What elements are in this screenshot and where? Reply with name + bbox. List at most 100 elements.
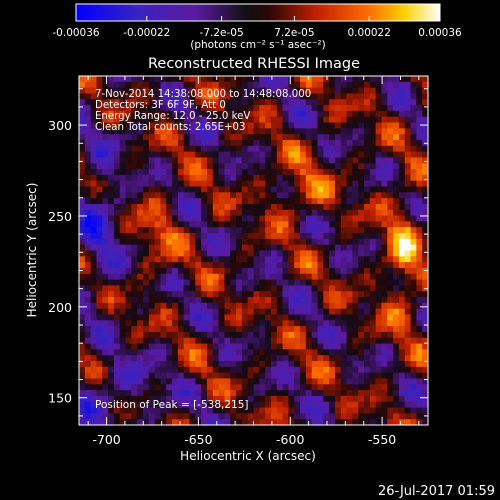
heatmap-cell bbox=[387, 238, 394, 246]
heatmap-cell bbox=[125, 221, 132, 228]
heatmap-cell bbox=[241, 273, 249, 280]
heatmap-cell bbox=[113, 250, 121, 257]
heatmap-cell bbox=[387, 262, 394, 269]
heatmap-cell bbox=[90, 105, 97, 112]
heatmap-cell bbox=[381, 413, 388, 420]
heatmap-cell bbox=[119, 285, 126, 292]
heatmap-cell bbox=[160, 134, 167, 141]
heatmap-cell bbox=[317, 221, 324, 228]
heatmap-cell bbox=[259, 105, 266, 112]
heatmap-cell bbox=[364, 215, 371, 222]
heatmap-cell bbox=[172, 186, 179, 193]
colorbar-ticks: -0.00036 -0.00022 -7.2e-05 7.2e-05 0.00022 0.… bbox=[52, 16, 462, 39]
heatmap-cell bbox=[195, 308, 202, 315]
heatmap-cell bbox=[404, 169, 411, 176]
heatmap-cell bbox=[369, 401, 377, 408]
heatmap-cell bbox=[334, 110, 342, 118]
heatmap-cell bbox=[270, 314, 278, 321]
heatmap-cell bbox=[195, 227, 202, 234]
heatmap-cell bbox=[183, 366, 190, 374]
heatmap-cell bbox=[142, 139, 150, 147]
heatmap-cell bbox=[102, 349, 109, 356]
heatmap-cell bbox=[137, 262, 144, 269]
heatmap-cell bbox=[265, 186, 272, 193]
heatmap-cell bbox=[189, 279, 196, 286]
heatmap-cell bbox=[317, 93, 324, 100]
heatmap-cell bbox=[329, 198, 336, 205]
heatmap-cell bbox=[305, 372, 313, 379]
heatmap-cell bbox=[247, 116, 254, 123]
heatmap-cell bbox=[137, 139, 144, 147]
heatmap-cell bbox=[270, 378, 278, 385]
heatmap-cell bbox=[410, 81, 417, 89]
heatmap-cell bbox=[288, 221, 295, 228]
heatmap-cell bbox=[253, 215, 260, 222]
heatmap-cell bbox=[201, 343, 208, 350]
heatmap-cell bbox=[323, 238, 330, 246]
heatmap-cell bbox=[259, 297, 266, 304]
heatmap-cell bbox=[201, 203, 208, 211]
heatmap-cell bbox=[346, 198, 353, 205]
heatmap-cell bbox=[265, 302, 272, 310]
heatmap-cell bbox=[160, 320, 167, 327]
heatmap-cell bbox=[311, 151, 318, 158]
heatmap-cell bbox=[247, 361, 254, 368]
heatmap-cell bbox=[160, 186, 167, 193]
heatmap-cell bbox=[404, 331, 411, 339]
heatmap-cell bbox=[206, 221, 214, 228]
heatmap-cell bbox=[119, 122, 126, 129]
heatmap-cell bbox=[230, 285, 237, 292]
heatmap-cell bbox=[148, 279, 156, 286]
heatmap-cell bbox=[212, 93, 219, 100]
heatmap-cell bbox=[300, 337, 307, 344]
heatmap-cell bbox=[160, 395, 167, 403]
heatmap-cell bbox=[90, 151, 97, 158]
heatmap-cell bbox=[317, 116, 324, 123]
heatmap-cell bbox=[131, 273, 138, 280]
heatmap-cell bbox=[364, 169, 371, 176]
heatmap-cell bbox=[329, 297, 336, 304]
heatmap-cell bbox=[177, 244, 185, 251]
heatmap-cell bbox=[166, 279, 173, 286]
heatmap-cell bbox=[276, 134, 283, 141]
heatmap-cell bbox=[323, 314, 330, 321]
heatmap-cell bbox=[323, 361, 330, 368]
heatmap-cell bbox=[317, 192, 324, 199]
heatmap-cell bbox=[119, 355, 126, 362]
heatmap-cell bbox=[113, 163, 121, 170]
heatmap-cell bbox=[84, 157, 92, 164]
heatmap-cell bbox=[346, 99, 353, 106]
heatmap-cell bbox=[119, 180, 126, 187]
heatmap-cell bbox=[206, 233, 214, 240]
heatmap-cell bbox=[352, 395, 359, 403]
heatmap-cell bbox=[154, 110, 161, 118]
heatmap-cell bbox=[334, 314, 342, 321]
heatmap-cell bbox=[410, 145, 417, 153]
heatmap-cell bbox=[84, 221, 92, 228]
heatmap-cell bbox=[364, 227, 371, 234]
heatmap-cell bbox=[398, 192, 406, 199]
heatmap-cell bbox=[160, 76, 167, 83]
heatmap-cell bbox=[323, 233, 330, 240]
heatmap-cell bbox=[253, 122, 260, 129]
heatmap-cell bbox=[79, 145, 86, 153]
heatmap-cell bbox=[183, 308, 190, 315]
heatmap-cell bbox=[201, 291, 208, 298]
heatmap-cell bbox=[276, 390, 283, 397]
heatmap-cell bbox=[206, 186, 214, 193]
heatmap-cell bbox=[334, 349, 342, 356]
heatmap-cell bbox=[404, 355, 411, 362]
heatmap-cell bbox=[346, 256, 353, 263]
heatmap-cell bbox=[154, 326, 161, 333]
heatmap-cell bbox=[189, 349, 196, 356]
heatmap-cell bbox=[224, 343, 231, 350]
heatmap-cell bbox=[323, 308, 330, 315]
heatmap-cell bbox=[160, 128, 167, 135]
heatmap-cell bbox=[259, 203, 266, 211]
colorbar bbox=[75, 3, 441, 22]
heatmap-cell bbox=[305, 384, 313, 391]
heatmap-cell bbox=[317, 163, 324, 170]
heatmap-cell bbox=[148, 81, 156, 89]
heatmap-cell bbox=[236, 139, 243, 147]
heatmap-cell bbox=[270, 297, 278, 304]
